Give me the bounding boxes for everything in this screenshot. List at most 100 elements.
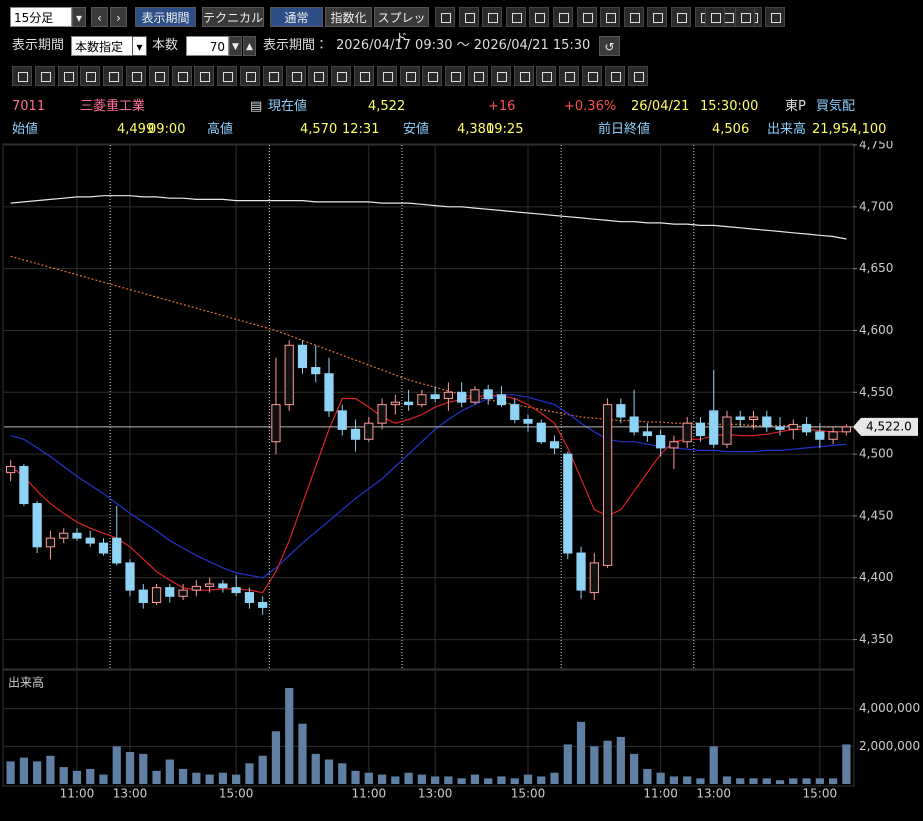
toolbar-icon[interactable]	[600, 7, 621, 27]
toolbar-button[interactable]: スプレッド	[374, 7, 429, 45]
toolbar-icon[interactable]	[647, 7, 668, 27]
mode-select[interactable]: 本数指定	[71, 36, 133, 56]
volume-bar	[683, 776, 692, 784]
volume-bar	[311, 753, 320, 784]
toolbar-icon[interactable]	[171, 66, 192, 86]
toolbar-icon[interactable]	[627, 66, 648, 86]
volume-bar	[656, 772, 665, 784]
candle-body	[496, 394, 507, 406]
prev-button[interactable]: ‹	[91, 7, 108, 27]
volume-bar	[815, 778, 824, 784]
volume-bar	[775, 780, 785, 784]
toolbar-icon[interactable]	[445, 66, 466, 86]
toolbar-button[interactable]: テクニカル	[202, 7, 264, 27]
toolbar-icon[interactable]	[240, 66, 260, 86]
toolbar-icon[interactable]	[354, 66, 374, 86]
stat-value: 21,954,100	[812, 122, 887, 137]
period-select[interactable]: 15分足	[10, 7, 72, 27]
toolbar-icon[interactable]	[12, 66, 32, 86]
grid	[4, 144, 853, 784]
volume-bar	[324, 759, 334, 784]
toolbar-icon[interactable]	[34, 66, 55, 86]
candle-body	[178, 589, 188, 597]
volume-bar	[802, 778, 811, 784]
toolbar-icon[interactable]	[262, 66, 283, 86]
toolbar-icon[interactable]	[671, 7, 691, 27]
toolbar-icon[interactable]	[194, 66, 215, 86]
volume-bar	[669, 776, 679, 784]
ma-line	[10, 394, 847, 594]
toolbar-button[interactable]: 表示期間	[135, 7, 196, 27]
toolbar-icon[interactable]	[482, 7, 503, 27]
candle-body	[244, 592, 255, 603]
toolbar-icon[interactable]	[468, 66, 488, 86]
candle-body	[85, 537, 95, 544]
toolbar-icon[interactable]	[148, 66, 169, 86]
candle-body	[563, 453, 573, 554]
x-tick-label: 15:00	[803, 787, 838, 801]
stat-label: 安値	[403, 122, 430, 137]
toolbar-icon[interactable]	[559, 66, 580, 86]
toolbar-icon[interactable]	[399, 66, 420, 86]
candle-body	[629, 416, 639, 433]
toolbar-icon[interactable]	[582, 66, 602, 86]
toolbar-icon[interactable]	[705, 7, 725, 27]
stat-label: 前日終値	[598, 122, 651, 137]
toolbar-icon[interactable]	[623, 7, 644, 27]
toolbar-icon[interactable]	[435, 7, 455, 27]
dropdown[interactable]: ▾	[72, 7, 86, 27]
toolbar-icon[interactable]	[103, 66, 124, 86]
toolbar-icon[interactable]	[217, 66, 238, 86]
toolbar-button[interactable]: 指数化	[325, 7, 372, 27]
volume-bar	[537, 776, 546, 784]
toolbar-icon[interactable]	[529, 7, 550, 27]
candle-body	[364, 422, 374, 440]
volume-bar	[178, 768, 188, 784]
toolbar-icon[interactable]	[285, 66, 306, 86]
spin-up[interactable]: ▲	[243, 36, 256, 56]
volume-bar	[99, 774, 108, 784]
toolbar-icon[interactable]	[376, 66, 397, 86]
toolbar-icon[interactable]	[422, 66, 443, 86]
dropdown[interactable]: ▾	[132, 36, 147, 56]
candle-body	[841, 426, 851, 433]
toolbar-icon[interactable]	[513, 66, 534, 86]
candle-body	[324, 373, 334, 412]
toolbar-icon[interactable]	[604, 66, 625, 86]
toolbar-icon[interactable]	[490, 66, 511, 86]
volume-bar	[510, 778, 519, 784]
volume-bar	[245, 763, 254, 784]
y-tick-label: 4,600	[859, 323, 893, 337]
toolbar-icon[interactable]	[536, 66, 557, 86]
list-icon: ▤	[250, 99, 263, 114]
spin-down[interactable]: ▼	[229, 36, 242, 56]
name: 三菱重工業	[80, 99, 146, 114]
stat-value: 4,499	[117, 122, 155, 137]
toolbar-icon[interactable]	[735, 7, 755, 27]
count-input[interactable]: 70	[186, 36, 229, 56]
next-button[interactable]: ›	[110, 7, 127, 27]
volume-bar	[165, 759, 174, 784]
volume-bar	[33, 761, 42, 784]
volume-bar	[6, 761, 15, 784]
toolbar-icon[interactable]	[765, 7, 785, 27]
toolbar-icon[interactable]	[80, 66, 101, 86]
toolbar-icon[interactable]	[553, 7, 573, 27]
toolbar-icon[interactable]	[308, 66, 329, 86]
count-label: 本数	[152, 38, 179, 53]
x-tick-label: 11:00	[352, 787, 387, 801]
toolbar-icon[interactable]	[126, 66, 146, 86]
toolbar-icon[interactable]	[57, 66, 78, 86]
date: 26/04/21	[631, 99, 690, 114]
toolbar-icon[interactable]	[458, 7, 479, 27]
toolbar-button[interactable]: 通常	[270, 7, 323, 27]
toolbar-icon[interactable]	[505, 7, 526, 27]
toolbar-icon[interactable]	[331, 66, 352, 86]
reload-button[interactable]: ↺	[599, 36, 620, 56]
toolbar-icon[interactable]	[576, 7, 597, 27]
volume-bar	[603, 740, 612, 784]
x-tick-label: 13:00	[418, 787, 453, 801]
volume-bar	[351, 770, 360, 784]
stat-time: 12:31	[342, 122, 380, 137]
candle-body	[138, 589, 148, 603]
